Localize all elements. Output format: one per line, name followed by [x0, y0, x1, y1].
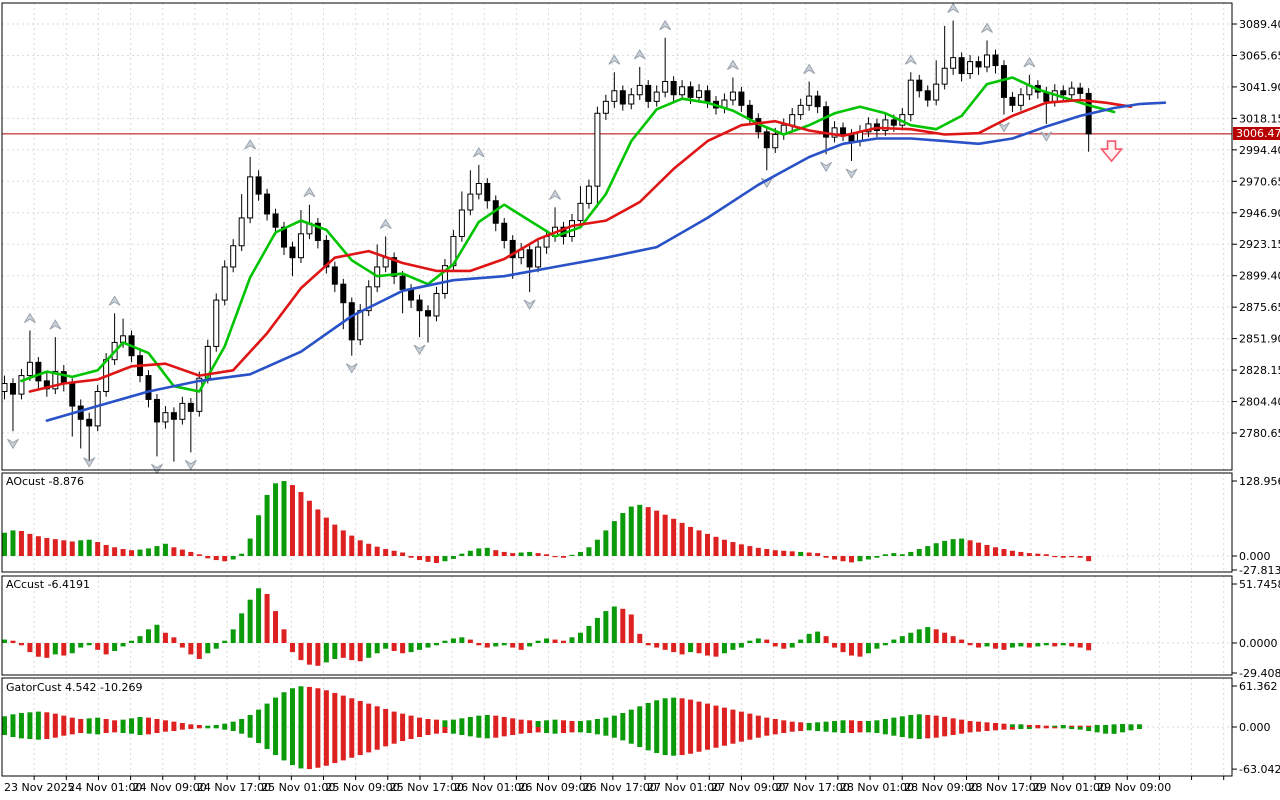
svg-text:-27.813: -27.813 [1239, 564, 1280, 577]
svg-text:24 Nov 17:00: 24 Nov 17:00 [197, 781, 271, 794]
svg-text:2994.40: 2994.40 [1239, 144, 1280, 157]
gator-histogram [2, 686, 1142, 770]
sell-signal-arrow-icon [1099, 140, 1124, 163]
ac-histogram [2, 588, 1092, 666]
ma-lips-line [20, 76, 1116, 393]
indicator-label-gator: GatorCust 4.542 -10.269 [6, 681, 143, 694]
svg-text:27 Nov 09:00: 27 Nov 09:00 [711, 781, 785, 794]
svg-text:24 Nov 09:00: 24 Nov 09:00 [133, 781, 207, 794]
svg-text:28 Nov 09:00: 28 Nov 09:00 [904, 781, 978, 794]
svg-text:2875.65: 2875.65 [1239, 301, 1280, 314]
svg-text:27 Nov 01:00: 27 Nov 01:00 [647, 781, 721, 794]
svg-text:61.362: 61.362 [1239, 680, 1278, 693]
grid-lines [2, 3, 1232, 776]
svg-text:26 Nov 01:00: 26 Nov 01:00 [454, 781, 528, 794]
svg-text:-29.4088: -29.4088 [1239, 667, 1280, 680]
svg-text:2780.65: 2780.65 [1239, 427, 1280, 440]
svg-text:28 Nov 17:00: 28 Nov 17:00 [969, 781, 1043, 794]
candles-series [1, 20, 1092, 466]
indicator-label-ao: AOcust -8.876 [6, 475, 85, 488]
svg-text:0.0000: 0.0000 [1239, 637, 1278, 650]
svg-text:29 Nov 09:00: 29 Nov 09:00 [1097, 781, 1171, 794]
price-scale: 3089.40 3065.65 3041.90 3018.15 2994.40 2970.… [1232, 18, 1280, 776]
fractal-down-icons [7, 122, 1053, 475]
svg-text:25 Nov 09:00: 25 Nov 09:00 [326, 781, 400, 794]
svg-text:28 Nov 01:00: 28 Nov 01:00 [840, 781, 914, 794]
svg-text:51.7458: 51.7458 [1239, 578, 1280, 591]
svg-text:27 Nov 17:00: 27 Nov 17:00 [776, 781, 850, 794]
svg-text:2970.65: 2970.65 [1239, 175, 1280, 188]
svg-text:3018.15: 3018.15 [1239, 112, 1280, 125]
svg-text:26 Nov 17:00: 26 Nov 17:00 [583, 781, 657, 794]
svg-text:2804.40: 2804.40 [1239, 396, 1280, 409]
fractal-up-icons [23, 2, 1036, 330]
ao-histogram [2, 481, 1092, 563]
svg-text:0.000: 0.000 [1239, 550, 1271, 563]
current-price-tag: 3006.47 [1233, 127, 1280, 140]
indicator-label-ac: ACcust -6.4191 [6, 578, 91, 591]
svg-text:-63.042: -63.042 [1239, 763, 1280, 776]
svg-text:2923.15: 2923.15 [1239, 238, 1280, 251]
svg-text:128.956: 128.956 [1239, 475, 1280, 488]
svg-text:24 Nov 01:00: 24 Nov 01:00 [68, 781, 142, 794]
svg-text:25 Nov 17:00: 25 Nov 17:00 [390, 781, 464, 794]
svg-text:23 Nov 2025: 23 Nov 2025 [4, 781, 74, 794]
svg-text:2899.40: 2899.40 [1239, 270, 1280, 283]
svg-text:3065.65: 3065.65 [1239, 49, 1280, 62]
ma-teeth-line [28, 98, 1133, 393]
svg-text:26 Nov 09:00: 26 Nov 09:00 [518, 781, 592, 794]
svg-text:3041.90: 3041.90 [1239, 81, 1280, 94]
svg-text:0.000: 0.000 [1239, 721, 1271, 734]
svg-text:25 Nov 01:00: 25 Nov 01:00 [261, 781, 335, 794]
svg-text:2828.15: 2828.15 [1239, 364, 1280, 377]
svg-text:29 Nov 01:00: 29 Nov 01:00 [1033, 781, 1107, 794]
ma-jaw-line [45, 101, 1167, 422]
svg-text:2946.90: 2946.90 [1239, 207, 1280, 220]
svg-text:2851.90: 2851.90 [1239, 333, 1280, 346]
svg-text:3089.40: 3089.40 [1239, 18, 1280, 31]
